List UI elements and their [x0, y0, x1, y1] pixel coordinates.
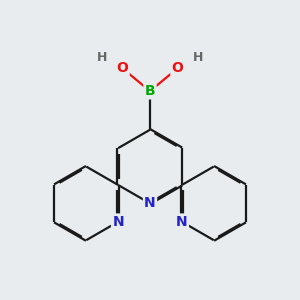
Text: H: H	[193, 51, 203, 64]
Text: O: O	[116, 61, 128, 75]
Text: N: N	[176, 215, 188, 229]
Text: O: O	[172, 61, 184, 75]
Text: N: N	[112, 215, 124, 229]
Text: N: N	[144, 196, 156, 210]
Text: H: H	[97, 51, 107, 64]
Text: B: B	[145, 84, 155, 98]
